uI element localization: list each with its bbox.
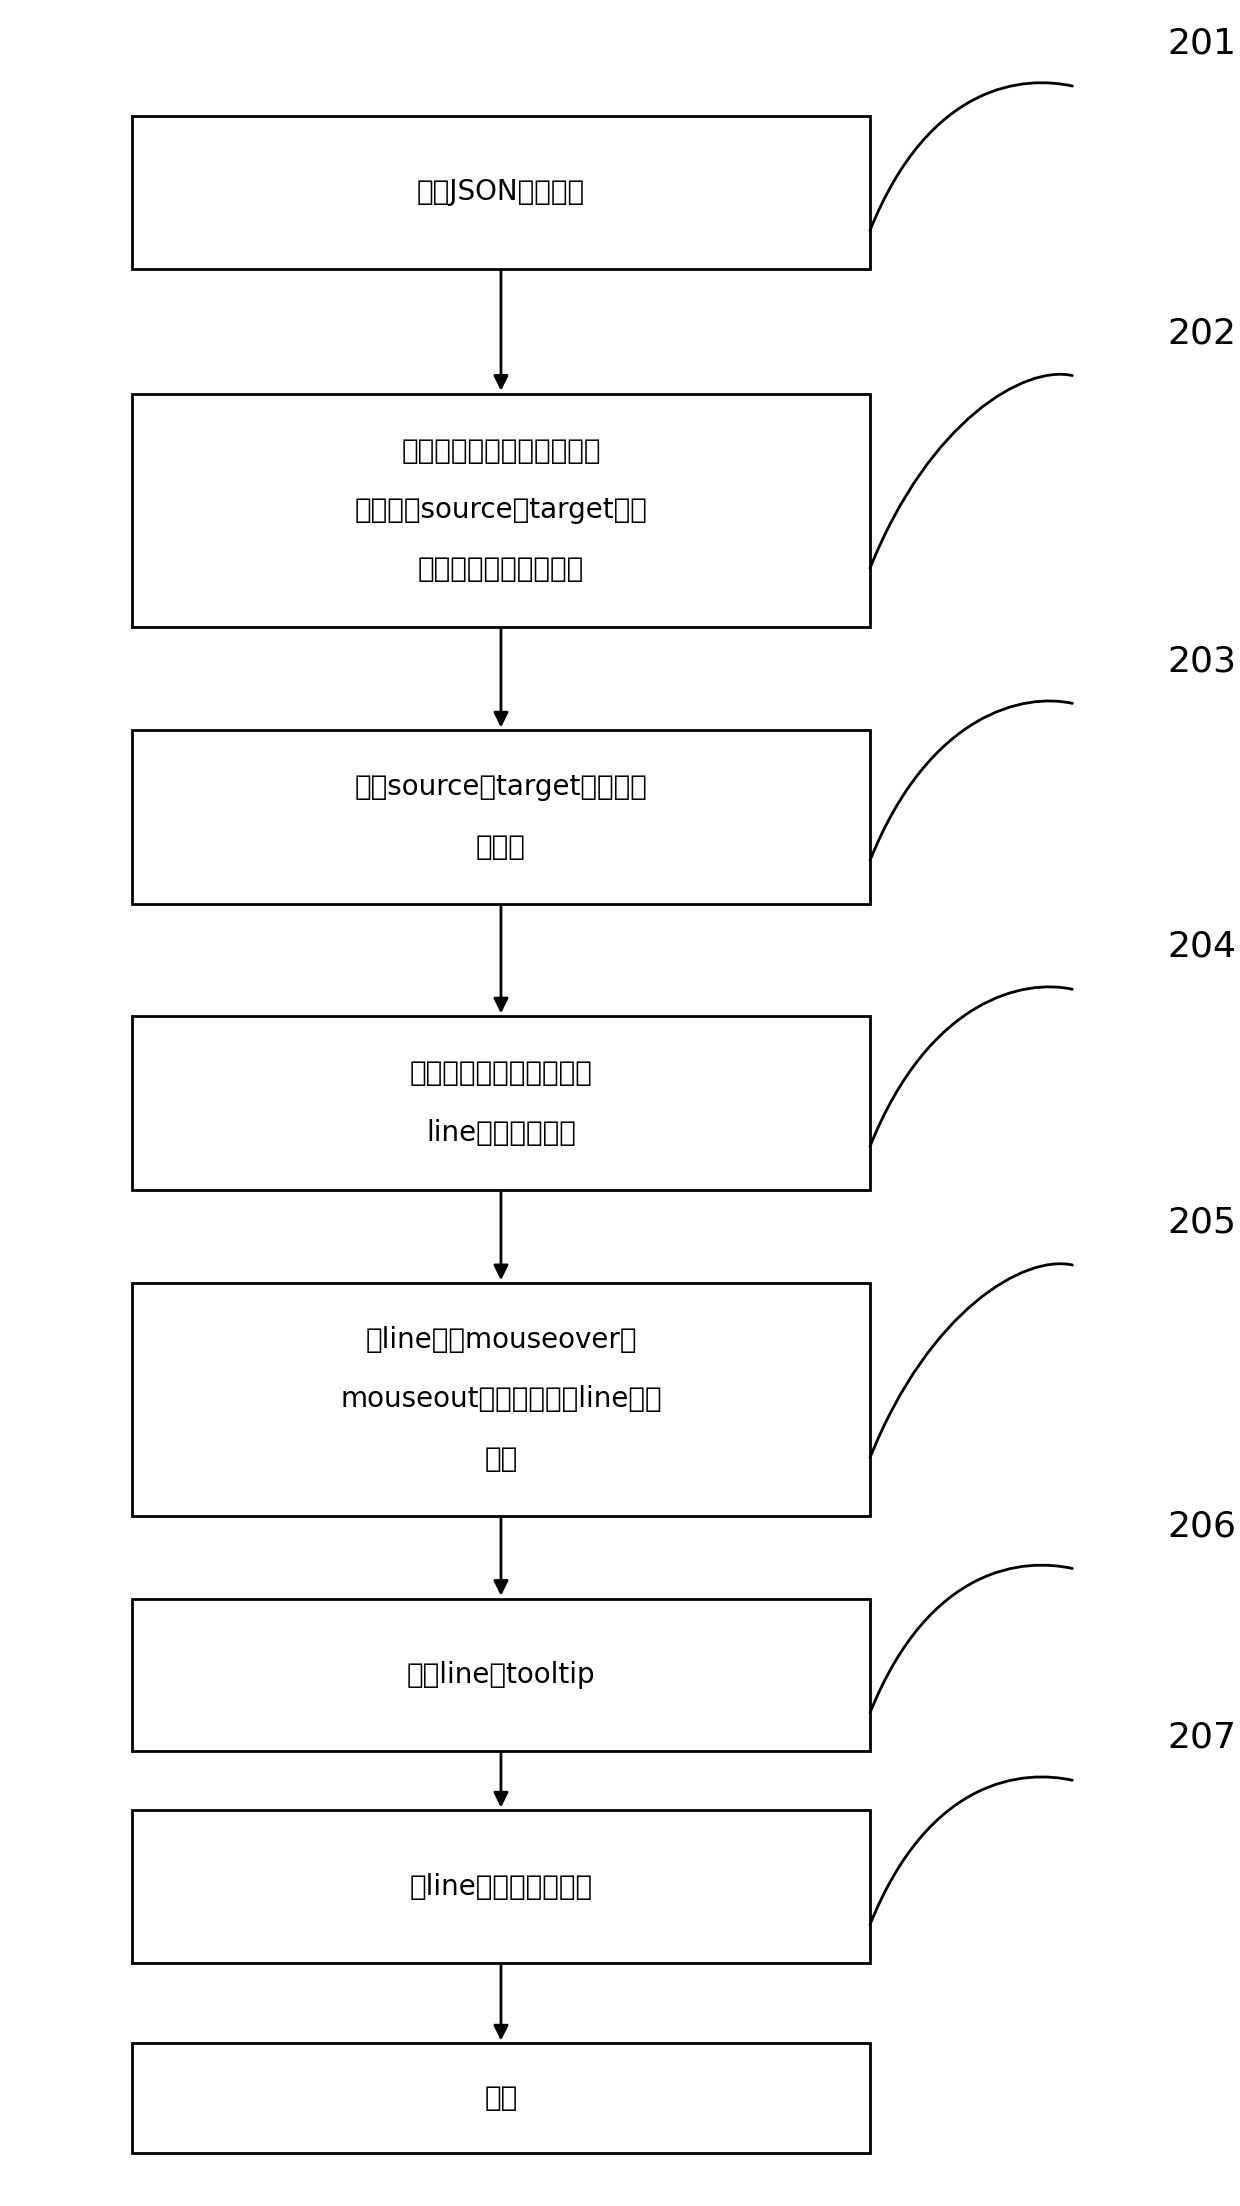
- Text: 204: 204: [1168, 931, 1236, 964]
- FancyBboxPatch shape: [131, 1017, 870, 1189]
- Text: 207: 207: [1168, 1721, 1236, 1756]
- Text: 206: 206: [1168, 1509, 1236, 1544]
- Text: 设置line的tooltip: 设置line的tooltip: [407, 1661, 595, 1690]
- Text: line的起点和终点: line的起点和终点: [427, 1118, 575, 1147]
- Text: 当前拓扑中的节点位置: 当前拓扑中的节点位置: [418, 556, 584, 582]
- Text: 获取链路数据，并根据链路: 获取链路数据，并根据链路: [402, 437, 600, 465]
- Text: 依据相对位置方向，计算: 依据相对位置方向，计算: [409, 1059, 593, 1088]
- Text: 完毕: 完毕: [485, 2085, 517, 2113]
- Text: 数据中的source和target获取: 数据中的source和target获取: [355, 496, 647, 525]
- FancyBboxPatch shape: [131, 2043, 870, 2153]
- Text: 解析JSON拓扑数据: 解析JSON拓扑数据: [417, 179, 585, 207]
- Text: 为line注册mouseover和: 为line注册mouseover和: [366, 1326, 636, 1354]
- FancyBboxPatch shape: [131, 730, 870, 904]
- Text: mouseout事件，并设置line不可: mouseout事件，并设置line不可: [340, 1385, 662, 1414]
- Text: 置方向: 置方向: [476, 832, 526, 860]
- Text: 拖放: 拖放: [485, 1445, 517, 1474]
- Text: 把line添加到链路层中: 把line添加到链路层中: [409, 1873, 593, 1902]
- Text: 201: 201: [1168, 26, 1236, 62]
- Text: 205: 205: [1168, 1207, 1236, 1240]
- Text: 202: 202: [1168, 315, 1236, 351]
- FancyBboxPatch shape: [131, 117, 870, 269]
- FancyBboxPatch shape: [131, 1284, 870, 1516]
- FancyBboxPatch shape: [131, 393, 870, 627]
- FancyBboxPatch shape: [131, 1811, 870, 1963]
- FancyBboxPatch shape: [131, 1599, 870, 1752]
- Text: 判断source和target的相对位: 判断source和target的相对位: [355, 774, 647, 801]
- Text: 203: 203: [1168, 644, 1236, 677]
